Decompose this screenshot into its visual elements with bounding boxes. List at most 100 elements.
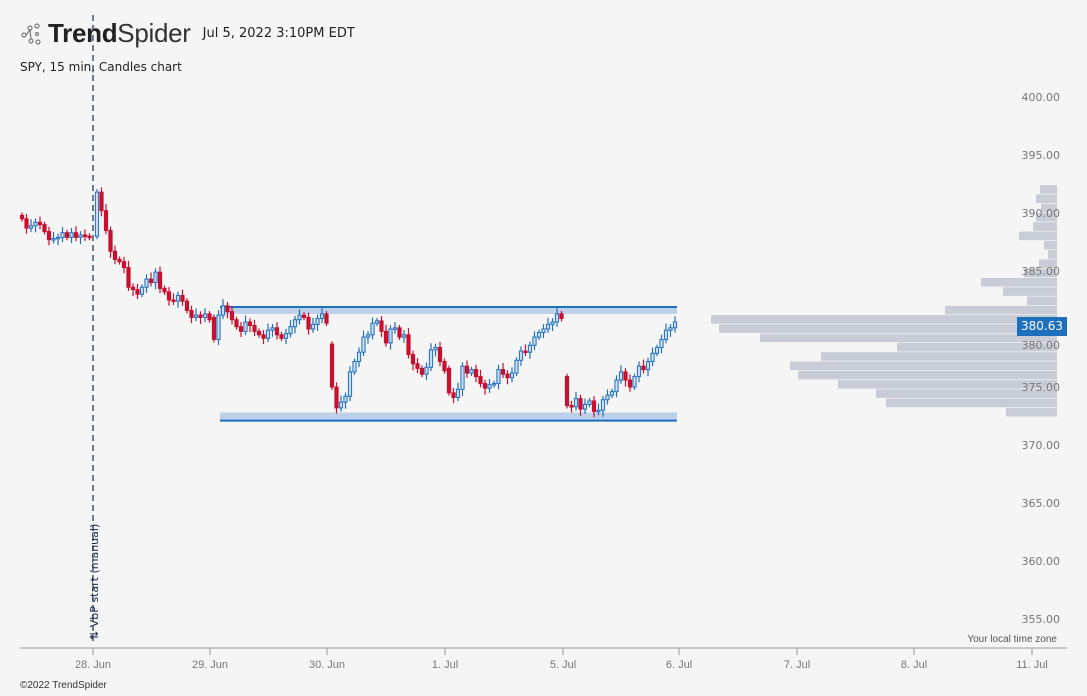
volume-profile-bar (1040, 185, 1057, 194)
candle (591, 396, 597, 418)
candle (401, 330, 407, 343)
candle-body (238, 326, 244, 332)
timezone-label[interactable]: Your local time zone (967, 634, 1057, 645)
candle (582, 398, 588, 414)
chart-subtitle: SPY, 15 min, Candles chart (20, 60, 182, 74)
candle (478, 369, 483, 388)
candle (383, 324, 389, 347)
candle (559, 311, 564, 322)
candle-body (482, 383, 488, 389)
candle-body (505, 373, 510, 379)
candle-body (582, 403, 588, 410)
candle (175, 291, 181, 308)
candle-body (343, 395, 348, 403)
candle-body (46, 231, 52, 241)
candle (545, 317, 551, 333)
y-tick-label: 400.00 (1022, 91, 1061, 104)
candle (306, 312, 311, 335)
candle-body (274, 327, 280, 336)
candle-body (315, 318, 320, 325)
candle (419, 365, 425, 378)
candle (19, 212, 25, 222)
candle-body (229, 311, 235, 321)
candle (437, 341, 443, 367)
candle (618, 365, 624, 384)
candle (672, 316, 678, 333)
candle (514, 357, 519, 376)
candle (573, 391, 579, 411)
candle-body (627, 379, 633, 388)
candle (319, 308, 325, 324)
candle (392, 322, 398, 334)
x-tick-label: 7. Jul (784, 659, 810, 671)
candle-body (361, 336, 366, 353)
candle (130, 283, 136, 297)
candle (153, 268, 158, 290)
candle-body (446, 367, 452, 394)
candle (108, 226, 113, 258)
candle (292, 315, 298, 334)
candle (247, 318, 253, 333)
candle (645, 357, 651, 377)
candle-body (554, 313, 560, 323)
zone-band-support (220, 412, 677, 421)
candle (256, 328, 262, 338)
candle (600, 395, 606, 417)
candle-body (442, 360, 447, 372)
candle (28, 219, 34, 232)
candle (297, 309, 302, 325)
candle-body (460, 365, 465, 390)
candle-body (193, 314, 199, 318)
candle-body (587, 400, 592, 405)
volume-profile-bar (838, 380, 1057, 389)
candle-body (636, 365, 642, 378)
candle (627, 374, 633, 392)
candle-body (609, 391, 615, 396)
candle-body (419, 367, 425, 375)
candle-body (338, 401, 344, 409)
candle-body (397, 327, 402, 338)
candle (518, 346, 524, 367)
candle-body (352, 360, 357, 373)
candle-body (523, 350, 528, 354)
candle (460, 362, 465, 396)
candle-body (306, 316, 311, 330)
vbp-start-label[interactable]: ⇅ VbP start (manual) (88, 523, 101, 640)
candle (166, 287, 172, 306)
x-tick-label: 29. Jun (192, 659, 228, 671)
candle (270, 324, 275, 337)
candle-body (108, 229, 113, 252)
candle (55, 233, 61, 246)
candle (211, 314, 217, 343)
volume-profile-bar (719, 324, 1057, 333)
candle (536, 329, 542, 341)
candle-body (270, 327, 275, 331)
candle (315, 314, 320, 331)
candle-body (103, 210, 109, 231)
candle (73, 226, 79, 242)
volume-profile-bar (711, 315, 1057, 324)
x-tick-label: 11. Jul (1016, 659, 1048, 671)
candle (365, 330, 371, 344)
candle (329, 341, 335, 390)
candle-body (148, 278, 154, 284)
candle-body (496, 369, 501, 385)
candle (451, 388, 456, 404)
candle (310, 317, 316, 333)
candle (117, 256, 122, 265)
candle-body (614, 379, 619, 393)
candle-body (261, 334, 266, 339)
candle (663, 323, 669, 344)
candle (527, 341, 533, 359)
timestamp: Jul 5, 2022 3:10PM EDT (202, 26, 355, 41)
volume-profile-bar (1033, 222, 1057, 231)
candle-body (216, 314, 221, 340)
candle (433, 343, 438, 357)
candle-body (379, 320, 384, 332)
candle-body (157, 271, 163, 289)
candle (632, 373, 637, 390)
candle (388, 325, 393, 350)
candle-body (175, 294, 181, 302)
volume-profile-bar (897, 342, 1057, 352)
